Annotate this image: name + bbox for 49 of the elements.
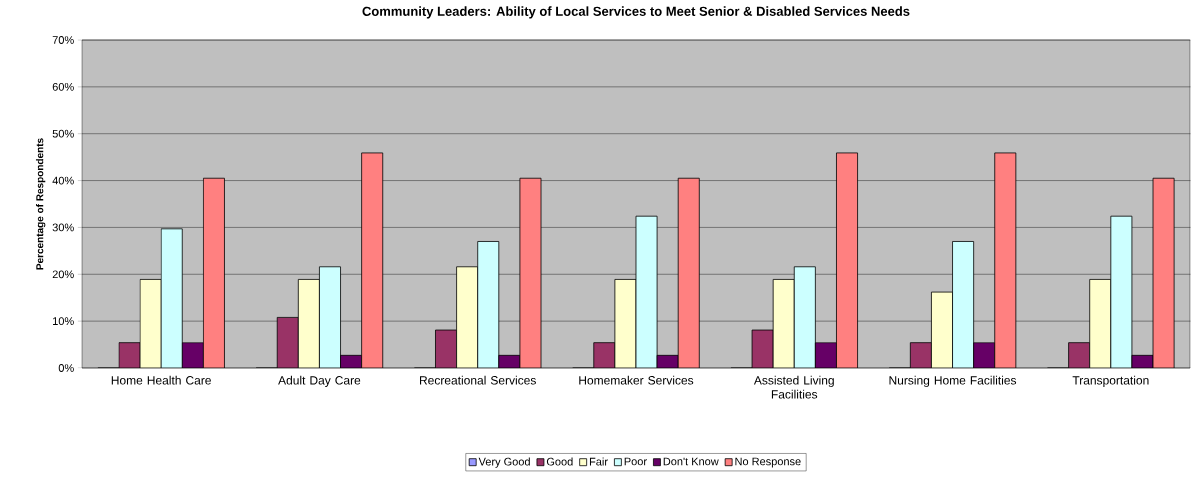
bar <box>181 342 204 368</box>
bar <box>952 241 975 368</box>
y-tick-label: 70% <box>52 36 74 44</box>
bar <box>139 279 162 368</box>
legend-label: No Response <box>735 457 801 468</box>
bar <box>160 228 183 368</box>
x-tick-label: Nursing Home Facilities <box>889 375 1017 387</box>
y-tick-label: 30% <box>52 223 74 232</box>
y-tick-label: 50% <box>52 129 74 138</box>
y-tick-label: 40% <box>52 176 74 185</box>
y-tick-label: 20% <box>52 270 74 279</box>
bar <box>814 342 837 368</box>
bar <box>994 152 1017 368</box>
x-tick-label: Recreational Services <box>420 375 536 385</box>
bar <box>435 329 457 368</box>
bar <box>931 291 953 368</box>
bar <box>677 177 700 368</box>
x-tick-label: Assisted Living Facilities <box>753 375 834 399</box>
bar <box>973 342 996 368</box>
x-tick-label: Homemaker Services <box>579 375 694 385</box>
bar <box>1068 342 1091 368</box>
bar <box>298 279 320 368</box>
bar <box>593 342 616 368</box>
bar <box>361 152 383 368</box>
y-axis-title: Percentage of Respondents <box>35 138 46 270</box>
bar <box>456 266 479 368</box>
x-tick-label: Transportation <box>1072 375 1149 387</box>
y-tick-label: 10% <box>53 317 74 326</box>
bar <box>793 266 816 368</box>
bar <box>751 329 774 368</box>
bar <box>909 342 932 368</box>
y-tick-label: 60% <box>52 82 74 91</box>
legend-label: Very Good <box>478 457 530 468</box>
bar <box>836 152 858 368</box>
chart-title: Community Leaders: Ability of Local Services to Meet Senior & Disabled Services Needs <box>362 6 910 19</box>
x-tick-label: Home Health Care <box>111 375 211 385</box>
legend-label: Poor <box>624 457 647 466</box>
legend-label: Good <box>546 457 573 466</box>
legend-label: Fair <box>589 457 608 466</box>
bar <box>1110 215 1133 368</box>
bar <box>277 317 299 368</box>
bar <box>772 279 795 368</box>
legend-label: Don't Know <box>663 457 719 466</box>
bar <box>202 177 225 368</box>
bar <box>319 266 341 368</box>
bar <box>477 241 500 368</box>
y-tick-label: 0% <box>58 364 74 372</box>
bar <box>1089 279 1112 368</box>
x-tick-label: Adult Day Care <box>278 375 361 387</box>
